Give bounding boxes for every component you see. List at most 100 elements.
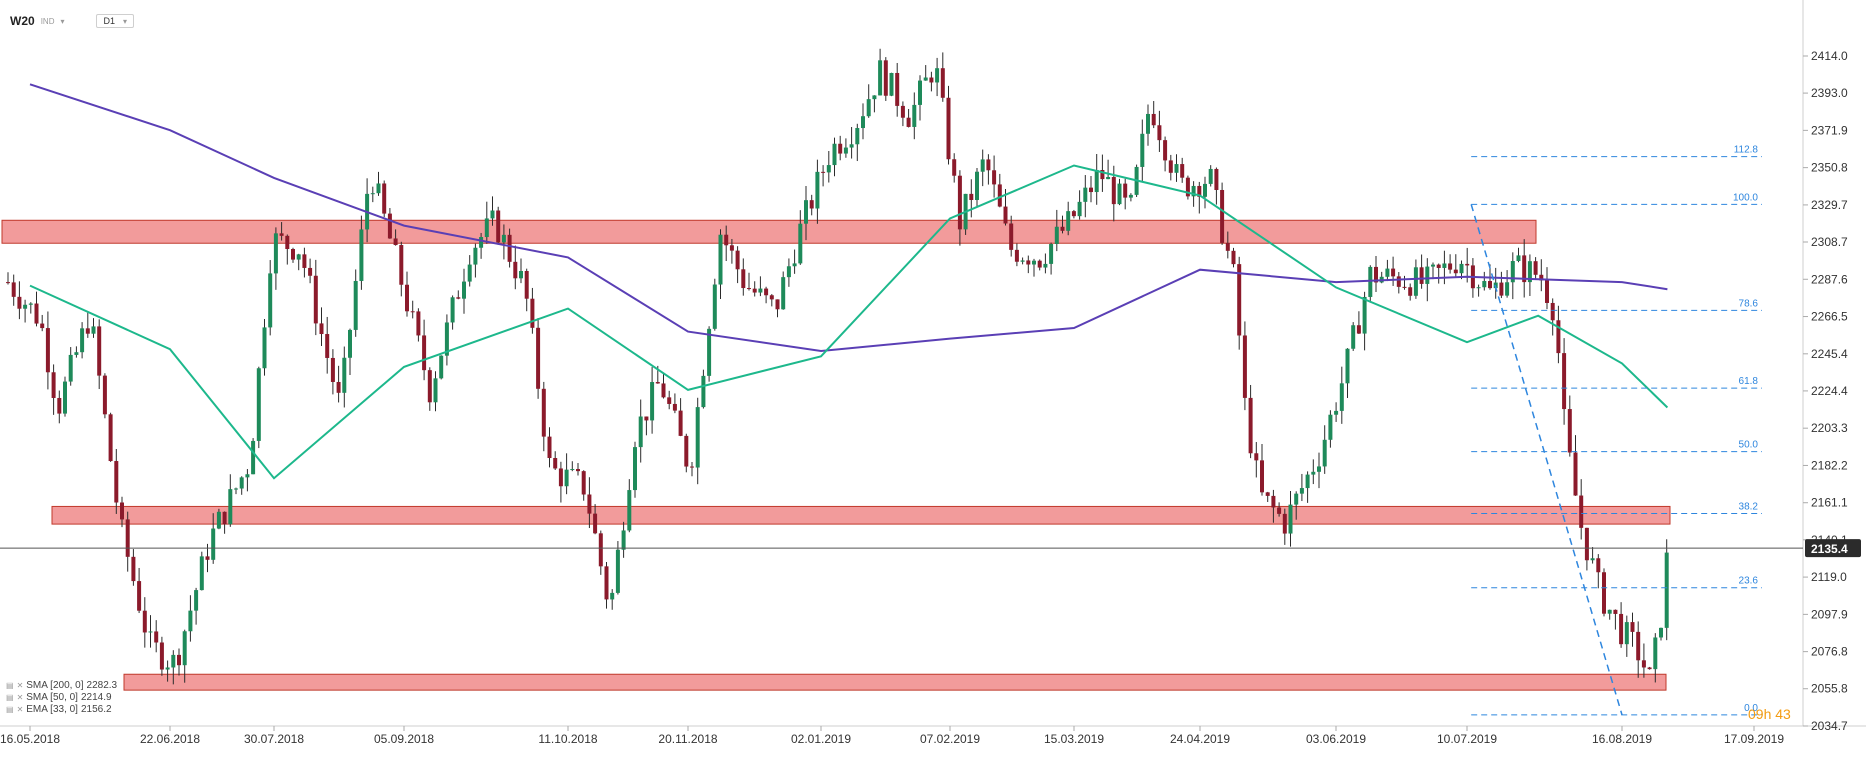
candle-body[interactable] (1060, 226, 1065, 231)
candle-body[interactable] (1641, 660, 1646, 668)
candle-body[interactable] (159, 642, 164, 670)
candle-body[interactable] (678, 410, 683, 436)
candle-body[interactable] (256, 368, 261, 441)
candle-body[interactable] (422, 335, 427, 371)
candle-body[interactable] (530, 298, 535, 328)
candle-body[interactable] (547, 436, 552, 459)
sma200-line[interactable] (29, 83, 1668, 353)
candle-body[interactable] (1009, 223, 1014, 250)
candle-body[interactable] (536, 327, 541, 389)
candle-body[interactable] (11, 282, 16, 297)
candle-body[interactable] (1128, 194, 1133, 198)
candle-body[interactable] (1317, 466, 1321, 472)
candle-body[interactable] (900, 105, 905, 118)
candle-body[interactable] (1311, 471, 1316, 475)
candle-body[interactable] (598, 533, 603, 567)
candle-body[interactable] (370, 193, 375, 195)
candle-body[interactable] (997, 184, 1002, 207)
candle-body[interactable] (182, 631, 187, 666)
candle-body[interactable] (1396, 276, 1401, 287)
price-zone[interactable] (1, 219, 1537, 244)
candle-body[interactable] (1100, 170, 1105, 180)
candle-body[interactable] (775, 299, 780, 310)
candle-body[interactable] (1077, 201, 1082, 217)
candle-body[interactable] (1208, 168, 1213, 184)
candle-body[interactable] (251, 440, 256, 475)
candle-body[interactable] (1185, 177, 1190, 197)
candle-body[interactable] (798, 223, 803, 264)
candle-body[interactable] (51, 372, 56, 398)
candle-body[interactable] (1573, 452, 1578, 496)
candle-body[interactable] (313, 275, 318, 324)
candle-body[interactable] (273, 233, 278, 274)
candle-body[interactable] (866, 99, 871, 117)
candle-body[interactable] (861, 116, 865, 129)
candle-body[interactable] (450, 297, 455, 323)
candle-body[interactable] (427, 370, 432, 403)
candle-body[interactable] (621, 530, 626, 550)
candle-body[interactable] (1385, 268, 1390, 277)
candle-body[interactable] (1163, 140, 1168, 161)
candle-body[interactable] (655, 382, 660, 384)
candle-body[interactable] (1556, 320, 1561, 354)
candle-body[interactable] (1168, 160, 1173, 173)
candle-body[interactable] (456, 297, 461, 299)
candle-body[interactable] (587, 494, 592, 514)
candle-body[interactable] (63, 381, 67, 414)
candle-body[interactable] (102, 375, 107, 415)
candle-body[interactable] (1066, 211, 1071, 231)
candle-body[interactable] (1659, 627, 1663, 638)
candle-body[interactable] (946, 97, 951, 160)
candle-body[interactable] (650, 382, 655, 421)
candle-body[interactable] (1664, 552, 1669, 628)
candle-body[interactable] (1254, 453, 1259, 461)
candle-body[interactable] (1413, 267, 1418, 296)
candle-body[interactable] (1146, 113, 1150, 134)
candle-body[interactable] (228, 489, 233, 525)
candle-body[interactable] (644, 416, 649, 421)
candle-body[interactable] (23, 304, 28, 309)
candle-body[interactable] (1242, 335, 1247, 398)
candle-body[interactable] (393, 238, 398, 246)
candle-body[interactable] (633, 447, 637, 491)
candle-body[interactable] (889, 72, 894, 96)
candle-body[interactable] (541, 388, 546, 437)
candle-body[interactable] (1339, 383, 1344, 411)
candle-body[interactable] (1083, 187, 1088, 202)
candle-body[interactable] (199, 556, 204, 591)
settings-icon[interactable]: ▤ (6, 681, 14, 690)
candle-body[interactable] (935, 68, 940, 83)
candle-body[interactable] (1277, 507, 1282, 514)
candle-body[interactable] (245, 474, 250, 478)
candle-body[interactable] (1197, 185, 1202, 197)
candle-body[interactable] (1539, 274, 1544, 281)
candle-body[interactable] (519, 270, 523, 279)
candle-body[interactable] (74, 352, 79, 355)
candle-body[interactable] (906, 117, 911, 127)
candle-body[interactable] (1140, 133, 1145, 167)
candle-body[interactable] (501, 234, 506, 243)
candle-body[interactable] (524, 270, 529, 299)
candle-body[interactable] (353, 280, 358, 330)
candle-body[interactable] (285, 235, 290, 250)
candle-body[interactable] (1562, 353, 1567, 410)
candle-body[interactable] (667, 397, 672, 404)
candle-body[interactable] (188, 610, 193, 632)
candle-body[interactable] (821, 171, 826, 173)
candle-body[interactable] (348, 329, 352, 358)
candle-body[interactable] (1459, 263, 1464, 274)
candle-body[interactable] (433, 378, 438, 403)
candle-body[interactable] (1613, 609, 1618, 614)
candle-body[interactable] (473, 247, 478, 265)
candle-body[interactable] (570, 469, 575, 471)
candle-body[interactable] (1117, 183, 1122, 205)
candle-body[interactable] (177, 654, 181, 666)
candle-body[interactable] (1180, 164, 1185, 178)
candle-body[interactable] (131, 556, 136, 582)
candle-body[interactable] (564, 469, 569, 487)
candle-body[interactable] (1533, 261, 1538, 275)
candle-body[interactable] (302, 254, 307, 268)
candle-body[interactable] (615, 549, 620, 593)
